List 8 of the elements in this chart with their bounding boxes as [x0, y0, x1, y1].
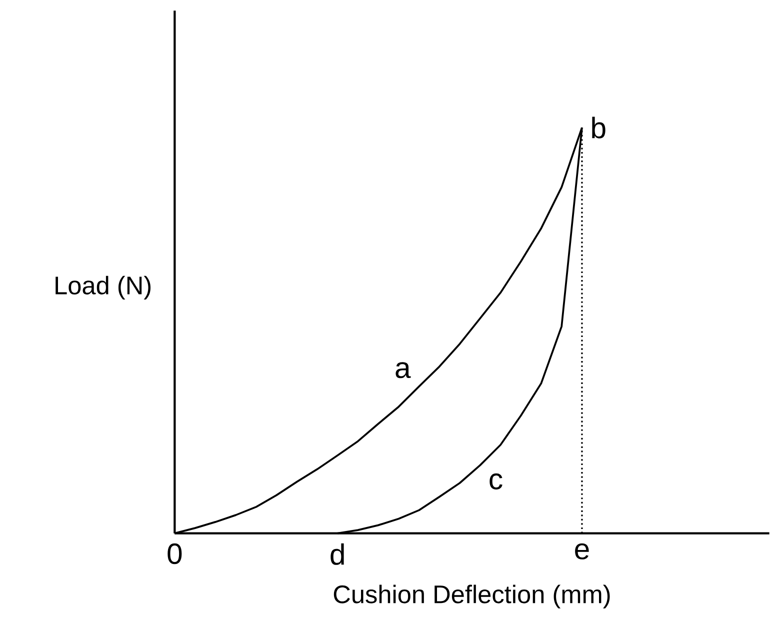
x-axis-title: Cushion Deflection (mm)	[334, 584, 610, 608]
series-label: c	[490, 473, 502, 490]
x-tick-label: d	[330, 543, 344, 565]
y-axis-title: Load (N)	[56, 276, 150, 300]
annotation: b	[592, 116, 606, 138]
x-tick-label: e	[575, 543, 589, 560]
x-tick-label: 0	[168, 543, 182, 564]
series-label: a	[396, 362, 411, 378]
